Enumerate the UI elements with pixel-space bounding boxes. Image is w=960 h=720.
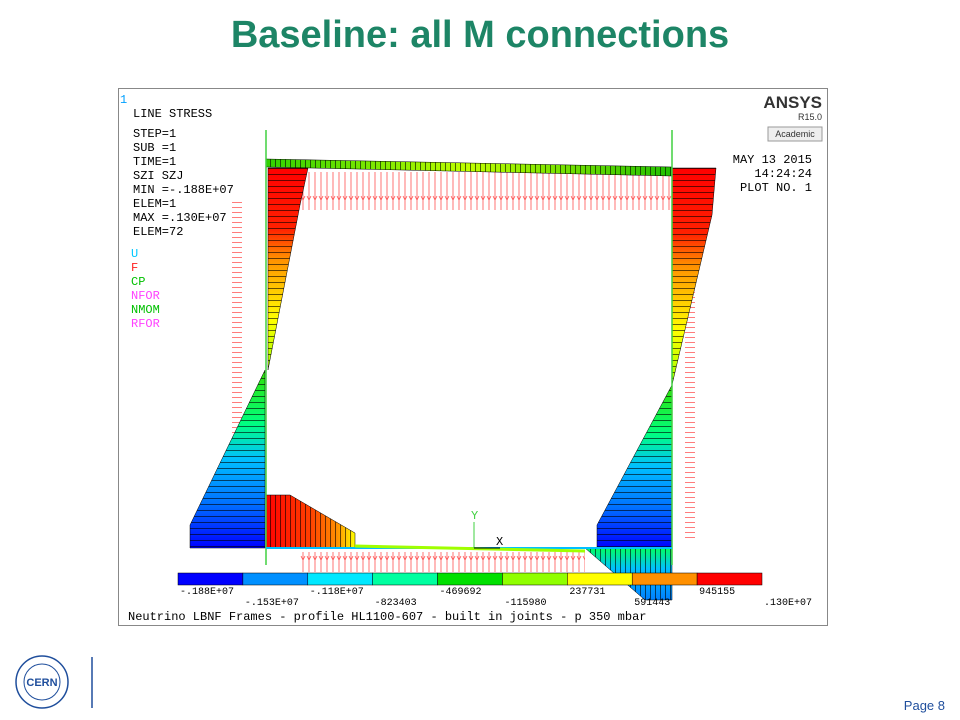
- caption: Neutrino LBNF Frames - profile HL1100-60…: [128, 610, 646, 624]
- window-number: 1: [120, 93, 127, 107]
- stress-hatch: [268, 168, 308, 370]
- pressure-arrows: [300, 172, 672, 210]
- symbol-legend: RFOR: [131, 317, 160, 331]
- colorbar-label: -469692: [440, 587, 482, 598]
- stress-hatch: [672, 168, 716, 385]
- license-box: [767, 126, 823, 142]
- header-line: STEP=1: [133, 127, 176, 141]
- stress-hatch: [597, 385, 672, 548]
- symbol-legend: CP: [131, 275, 145, 289]
- colorbar-label: .130E+07: [764, 598, 812, 609]
- ansys-version: R15.0: [798, 112, 822, 122]
- symbol-legend: NFOR: [131, 289, 160, 303]
- colorbar-label: -823403: [375, 598, 417, 609]
- plot-number: PLOT NO. 1: [740, 181, 812, 195]
- beam-hatch: [266, 159, 672, 176]
- colorbar-swatch: [307, 572, 373, 586]
- pressure-arrows: [232, 200, 242, 540]
- colorbar-label: 945155: [699, 587, 735, 598]
- header-line: LINE STRESS: [133, 107, 212, 121]
- colorbar-swatch: [567, 572, 633, 586]
- colorbar-label: 591443: [634, 598, 670, 609]
- colorbar-label: -.153E+07: [245, 598, 299, 609]
- header-line: MAX =.130E+07: [133, 211, 227, 225]
- header-line: MIN =-.188E+07: [133, 183, 234, 197]
- colorbar-swatch: [242, 572, 309, 586]
- slide-title: Baseline: all M connections: [231, 14, 729, 56]
- colorbar-swatch: [631, 572, 698, 586]
- header-line: SUB =1: [133, 141, 176, 155]
- colorbar-label: -115980: [504, 598, 546, 609]
- license: Academic: [775, 129, 815, 139]
- date: MAY 13 2015: [733, 153, 812, 167]
- time: 14:24:24: [754, 167, 812, 181]
- header-line: TIME=1: [133, 155, 176, 169]
- colorbar-label: 237731: [569, 587, 605, 598]
- axis-label: Y: [471, 509, 478, 523]
- header-line: SZI SZJ: [133, 169, 183, 183]
- colorbar-swatch: [696, 572, 763, 586]
- axis-label: X: [496, 535, 503, 549]
- beam-diagram: [354, 544, 586, 553]
- logo-ring: [23, 663, 61, 701]
- logo-text: CERN: [26, 677, 57, 689]
- header-line: ELEM=1: [133, 197, 176, 211]
- ansys-brand: ANSYS: [763, 93, 822, 112]
- logo-ring: [15, 655, 69, 709]
- colorbar-swatch: [502, 572, 568, 586]
- symbol-legend: NMOM: [131, 303, 160, 317]
- pressure-arrows: [685, 220, 695, 540]
- symbol-legend: U: [131, 247, 138, 261]
- page-number: Page 8: [904, 698, 945, 713]
- colorbar-label: -.118E+07: [310, 587, 364, 598]
- colorbar-swatch: [372, 572, 438, 586]
- stress-hatch: [266, 495, 355, 548]
- stress-hatch: [190, 370, 265, 548]
- colorbar-label: -.188E+07: [180, 587, 234, 598]
- header-line: ELEM=72: [133, 225, 183, 239]
- symbol-legend: F: [131, 261, 138, 275]
- pressure-arrows: [300, 552, 585, 572]
- colorbar-swatch: [177, 572, 244, 586]
- colorbar-swatch: [437, 572, 503, 586]
